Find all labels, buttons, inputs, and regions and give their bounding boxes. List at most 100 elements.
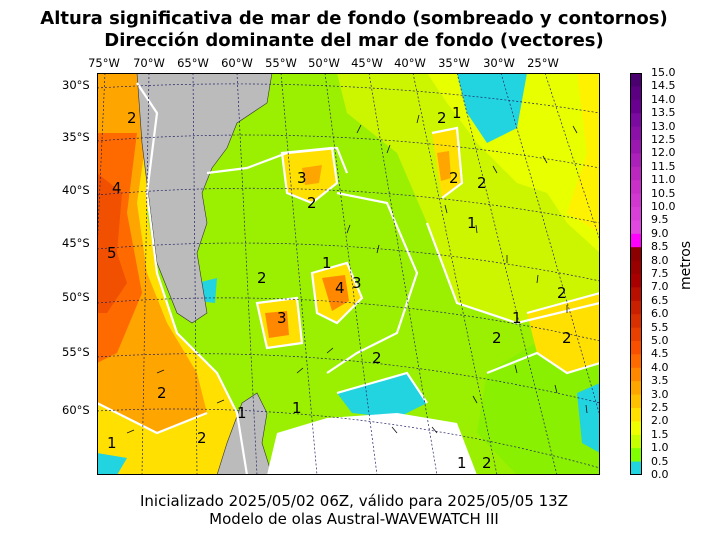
contour-label: 1 (237, 404, 247, 422)
colorbar-segment (630, 434, 642, 449)
colorbar-tick-label: 0.5 (651, 454, 669, 468)
colorbar-tick-label: 12.0 (651, 146, 676, 160)
colorbar-segment (630, 140, 642, 154)
colorbar-tick-label: 7.5 (651, 267, 669, 280)
colorbar-tick-label: 5.5 (651, 320, 669, 334)
wave-patch-central-north-core (302, 165, 322, 185)
colorbar-segment (630, 113, 642, 128)
longitude-label: 65°W (177, 56, 209, 70)
map-subtitle: Dirección dominante del mar de fondo (ve… (104, 30, 604, 51)
colorbar-segment (630, 341, 642, 355)
colorbar-tick-label: 11.5 (651, 159, 676, 173)
latitude-label: 50°S (62, 290, 90, 304)
colorbar-tick-label: 9.0 (651, 226, 669, 240)
wave-zone-2-5m-east (567, 73, 600, 233)
colorbar-segment (630, 354, 642, 369)
colorbar-segment (630, 233, 642, 248)
colorbar-segment (630, 287, 642, 302)
latitude-label: 40°S (62, 183, 90, 197)
longitude-label: 45°W (351, 56, 383, 70)
longitude-label: 55°W (265, 56, 297, 70)
colorbar-segment (630, 153, 642, 168)
contour-label: 3 (352, 274, 362, 292)
colorbar-segment (630, 314, 642, 329)
latitude-label: 35°S (62, 130, 90, 144)
colorbar-segment (630, 448, 642, 463)
colorbar-tick-label: 4.5 (651, 347, 669, 361)
contour-label: 2 (307, 194, 317, 212)
contour-label: 1 (107, 434, 117, 452)
colorbar-tick-label: 7.0 (651, 280, 669, 294)
colorbar-tick-label: 11.0 (651, 173, 676, 187)
colorbar-segment (630, 207, 642, 221)
colorbar-segment (630, 86, 642, 101)
contour-label: 4 (335, 279, 345, 297)
colorbar-segment (630, 166, 642, 181)
height-contours (97, 82, 600, 475)
colorbar-tick-label: 9.5 (651, 213, 669, 227)
contour-label: 3 (297, 169, 307, 187)
colorbar-segment (630, 73, 642, 87)
colorbar-segment (630, 193, 642, 208)
colorbar-segment (630, 126, 642, 141)
colorbar-tick-label: 0.0 (651, 468, 669, 481)
colorbar-tick-label: 3.0 (651, 387, 669, 401)
colorbar-tick-label: 6.5 (651, 293, 669, 307)
contour-label: 1 (322, 254, 332, 272)
contour-label: 2 (449, 169, 459, 187)
map-frame (97, 73, 600, 475)
colorbar-segment (630, 247, 642, 262)
sea-ice (267, 413, 477, 475)
colorbar-tick-label: 12.5 (651, 133, 676, 146)
colorbar-segment (630, 180, 642, 195)
contour-label: 1 (452, 104, 462, 122)
contour-label: 2 (562, 329, 572, 347)
contour-label: 2 (372, 349, 382, 367)
contour-label: 2 (437, 109, 447, 127)
colorbar-tick-label: 15.0 (651, 66, 676, 79)
contour-label: 1 (467, 214, 477, 232)
colorbar-tick-label: 1.5 (651, 427, 669, 441)
calm-zone-south-west (97, 453, 127, 475)
colorbar-segment (630, 461, 642, 475)
latitude-label: 60°S (62, 403, 90, 417)
contour-labels: 2 4 5 3 2 2 3 1 4 3 2 1 2 1 2 1 2 2 2 2 … (107, 104, 572, 472)
wave-patch-south-central-core (265, 311, 289, 338)
contour-label: 5 (107, 244, 117, 262)
colorbar-segment (630, 220, 642, 235)
colorbar-segment (630, 300, 642, 315)
contour-label: 2 (492, 329, 502, 347)
colorbar-tick-label: 3.5 (651, 374, 669, 388)
colorbar-frame (630, 73, 642, 475)
colorbar-tick-label: 4.0 (651, 360, 669, 374)
colorbar-segment (630, 408, 642, 422)
colorbar-tick-label: 2.0 (651, 414, 669, 428)
calm-zone-south (337, 373, 427, 418)
colorbar-segment (630, 421, 642, 436)
latitude-label: 55°S (62, 345, 90, 359)
colorbar-tick-label: 14.5 (651, 79, 676, 93)
colorbar-segment (630, 327, 642, 342)
colorbar-tick-label: 6.0 (651, 307, 669, 321)
colorbar-tick-label: 1.0 (651, 441, 669, 455)
calm-zone-north-east (457, 73, 527, 143)
wave-patch-east-north-core (437, 151, 451, 181)
contour-label: 1 (512, 309, 522, 327)
longitude-label: 35°W (438, 56, 470, 70)
contour-label: 2 (482, 454, 492, 472)
antarctic-peninsula-land (216, 392, 273, 475)
colorbar-tick-label: 13.0 (651, 119, 676, 133)
contour-label: 1 (292, 399, 302, 417)
colorbar-tick-label: 5.0 (651, 334, 669, 347)
contour-label: 4 (112, 179, 122, 197)
contour-label: 2 (257, 269, 267, 287)
contour-label: 2 (197, 429, 207, 447)
latitude-label: 30°S (62, 78, 90, 92)
swell-direction-vectors (126, 114, 588, 434)
colorbar (630, 73, 642, 475)
colorbar-tick-label: 14.0 (651, 92, 676, 106)
contour-label: 2 (477, 174, 487, 192)
colorbar-segment (630, 99, 642, 114)
longitude-label: 40°W (394, 56, 426, 70)
longitude-label: 25°W (527, 56, 559, 70)
